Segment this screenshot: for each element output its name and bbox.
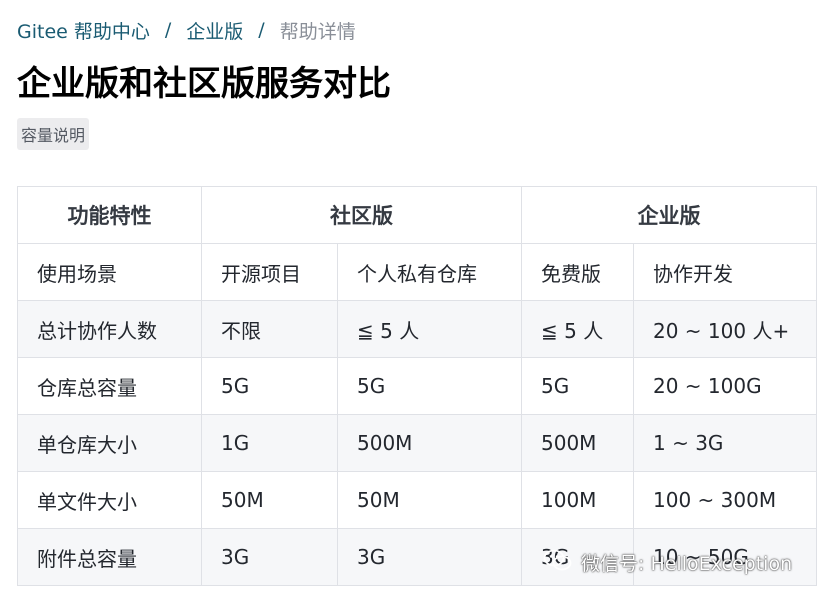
table-cell: 免费版 — [521, 243, 634, 301]
row-label-cell: 单文件大小 — [17, 471, 202, 529]
table-cell: ≦ 5 人 — [521, 300, 634, 358]
row-label-cell: 附件总容量 — [17, 528, 202, 586]
table-row: 单文件大小 50M 50M 100M 100 ~ 300M — [17, 471, 817, 529]
breadcrumb-separator: / — [164, 19, 172, 41]
table-cell: 10 ~ 50G — [633, 528, 817, 586]
row-label-cell: 使用场景 — [17, 243, 202, 301]
table-cell: 5G — [337, 357, 522, 415]
table-cell: 500M — [521, 414, 634, 472]
table-cell: 500M — [337, 414, 522, 472]
breadcrumb-help-center-link[interactable]: Gitee 帮助中心 — [17, 20, 150, 43]
table-row: 使用场景 开源项目 个人私有仓库 免费版 协作开发 — [17, 243, 817, 301]
table-cell: 1 ~ 3G — [633, 414, 817, 472]
table-cell: 5G — [201, 357, 338, 415]
table-row: 总计协作人数 不限 ≦ 5 人 ≦ 5 人 20 ~ 100 人+ — [17, 300, 817, 358]
table-cell: 个人私有仓库 — [337, 243, 522, 301]
table-cell: 3G — [201, 528, 338, 586]
table-cell: 20 ~ 100 人+ — [633, 300, 817, 358]
table-row: 附件总容量 3G 3G 3G 10 ~ 50G — [17, 528, 817, 586]
table-row: 单仓库大小 1G 500M 500M 1 ~ 3G — [17, 414, 817, 472]
breadcrumb-separator: / — [258, 19, 265, 41]
row-label-cell: 总计协作人数 — [17, 300, 202, 358]
table-cell: ≦ 5 人 — [337, 300, 522, 358]
table-cell: 50M — [337, 471, 522, 529]
breadcrumb-current: 帮助详情 — [279, 20, 356, 43]
table-cell: 不限 — [201, 300, 338, 358]
table-cell: 50M — [201, 471, 338, 529]
table-cell: 5G — [521, 357, 634, 415]
category-tag[interactable]: 容量说明 — [17, 118, 90, 150]
table-cell: 协作开发 — [633, 243, 817, 301]
table-cell: 开源项目 — [201, 243, 338, 301]
wechat-icon — [543, 549, 573, 576]
breadcrumb-enterprise-link[interactable]: 企业版 — [186, 20, 244, 43]
table-header-row: 功能特性 社区版 企业版 — [17, 186, 817, 244]
comparison-table: 功能特性 社区版 企业版 使用场景 开源项目 个人私有仓库 免费版 协作开发 总计协作人数… — [17, 186, 817, 586]
table-cell: 100M — [521, 471, 634, 529]
row-label-cell: 仓库总容量 — [17, 357, 202, 415]
header-community-edition: 社区版 — [201, 186, 522, 244]
breadcrumb: Gitee 帮助中心 / 企业版 / 帮助详情 — [17, 16, 356, 44]
row-label-cell: 单仓库大小 — [17, 414, 202, 472]
wechat-watermark: 微信号: HelloException — [543, 544, 792, 580]
table-row: 仓库总容量 5G 5G 5G 20 ~ 100G — [17, 357, 817, 415]
table-cell: 100 ~ 300M — [633, 471, 817, 529]
header-features: 功能特性 — [17, 186, 202, 244]
watermark-text: 微信号: HelloException — [581, 552, 793, 575]
header-enterprise-edition: 企业版 — [521, 186, 817, 244]
page-title: 企业版和社区版服务对比 — [17, 64, 391, 104]
table-cell: 1G — [201, 414, 338, 472]
table-cell: 20 ~ 100G — [633, 357, 817, 415]
table-cell: 3G — [337, 528, 522, 586]
